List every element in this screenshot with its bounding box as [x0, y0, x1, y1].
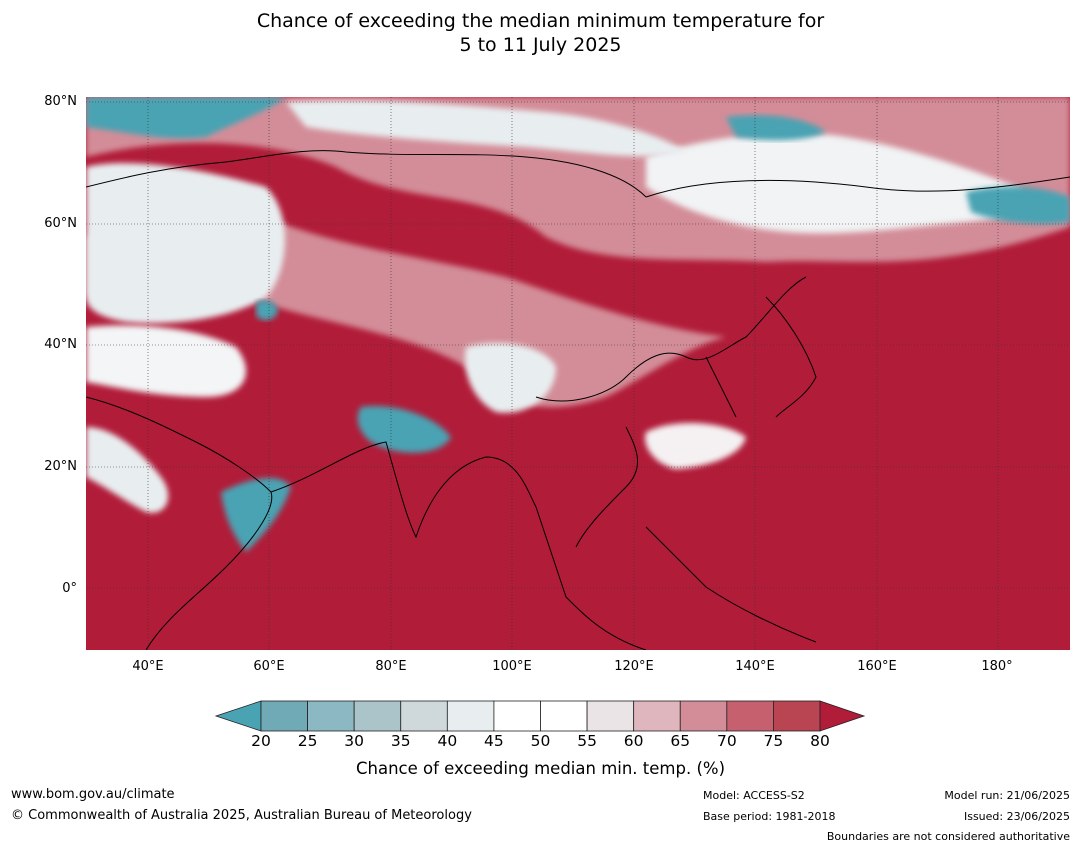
map-canvas [86, 97, 1070, 650]
region-west-siberia-light [86, 163, 285, 324]
footer-base-period: Base period: 1981-2018 [703, 810, 836, 823]
graticule [86, 97, 1070, 650]
colorbar-cell [353, 700, 402, 732]
colorbar-tick-label: 65 [670, 732, 691, 750]
region-mongolia-light [465, 343, 556, 413]
region-red-sea-teal [221, 477, 291, 552]
lat-label-40n: 40°N [44, 337, 77, 352]
footer-model-run: Model run: 21/06/2025 [944, 789, 1070, 802]
lat-label-20n: 20°N [44, 459, 77, 474]
region-caspian-light [86, 325, 246, 397]
region-east-siberia-light [646, 133, 1028, 234]
lon-label-80e: 80°E [375, 659, 407, 674]
colorbar [214, 700, 866, 732]
footer-issued: Issued: 23/06/2025 [963, 810, 1070, 823]
colorbar-cell [726, 700, 774, 732]
colorbar-tick-label: 25 [297, 732, 318, 750]
lat-label-80n: 80°N [44, 94, 77, 109]
lon-label-100e: 100°E [492, 659, 532, 674]
colorbar-cell [633, 700, 681, 732]
probability-map [86, 97, 1070, 650]
region-east-arctic-teal [966, 186, 1070, 224]
lon-label-160e: 160°E [857, 659, 897, 674]
colorbar-tick-label: 80 [810, 732, 830, 750]
footer-copyright: © Commonwealth of Australia 2025, Austra… [11, 808, 472, 823]
lon-label-120e: 120°E [614, 659, 654, 674]
colorbar-cell [540, 700, 588, 732]
colorbar-cell [773, 700, 821, 732]
region-taiwan-light [645, 422, 746, 469]
colorbar-cell [586, 700, 635, 732]
colorbar-tick-label: 35 [390, 732, 411, 750]
colorbar-tick-label: 70 [716, 732, 737, 750]
colorbar-tick-label: 75 [763, 732, 784, 750]
lon-label-140e: 140°E [735, 659, 775, 674]
colorbar-tick-label: 50 [530, 732, 551, 750]
colorbar-cell [260, 700, 308, 732]
region-balkhash-teal [256, 300, 278, 321]
colorbar-cell [400, 700, 448, 732]
coastlines [86, 150, 1070, 650]
colorbar-cell [307, 700, 355, 732]
colorbar-label: Chance of exceeding median min. temp. (%… [355, 759, 726, 778]
colorbar-tick-label: 20 [251, 732, 271, 750]
title-line-1: Chance of exceeding the median minimum t… [256, 10, 825, 32]
colorbar-tick-label: 45 [484, 732, 504, 750]
region-kara-teal [726, 115, 826, 141]
lon-label-60e: 60°E [253, 659, 285, 674]
map-title: Chance of exceeding the median minimum t… [0, 9, 1081, 57]
colorbar-tick-label: 40 [437, 732, 458, 750]
footer-model: Model: ACCESS-S2 [703, 789, 805, 802]
colorbar-cell [679, 700, 728, 732]
colorbar-cell [446, 700, 495, 732]
colorbar-cell [493, 700, 541, 732]
lat-label-0: 0° [62, 581, 77, 596]
region-arabia-light [86, 427, 169, 513]
footer-boundaries: Boundaries are not considered authoritat… [826, 830, 1070, 843]
colorbar-tick-label: 60 [623, 732, 644, 750]
colorbar-extend-low [214, 700, 262, 732]
lon-label-180: 180° [981, 659, 1013, 674]
lat-label-60n: 60°N [44, 216, 77, 231]
lon-label-40e: 40°E [132, 659, 164, 674]
colorbar-tick-label: 30 [344, 732, 365, 750]
region-arctic-light [286, 100, 686, 157]
colorbar-extend-high [819, 700, 866, 732]
region-tibet-teal [357, 406, 451, 453]
title-line-2: 5 to 11 July 2025 [459, 34, 622, 56]
colorbar-tick-label: 55 [577, 732, 597, 750]
footer-url[interactable]: www.bom.gov.au/climate [11, 787, 175, 802]
region-arctic-teal [86, 97, 286, 139]
